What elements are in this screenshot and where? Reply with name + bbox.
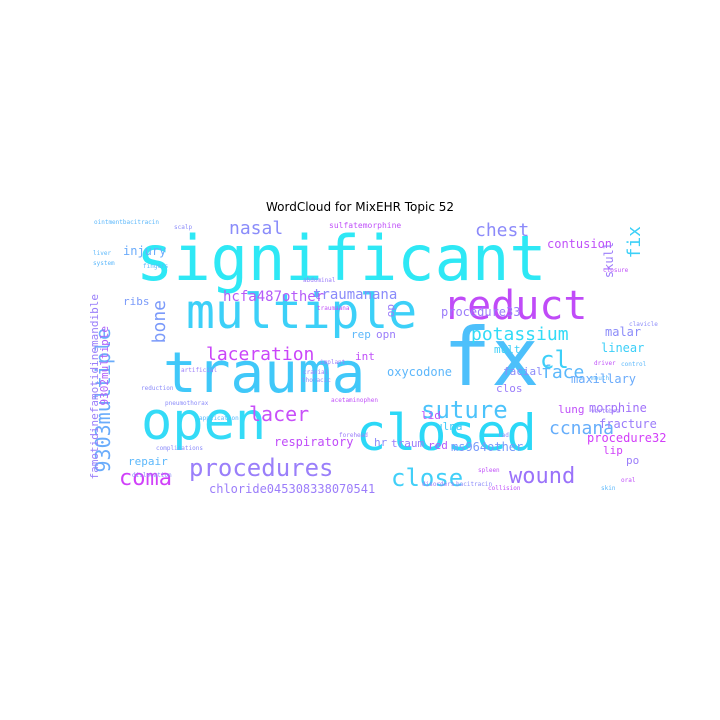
word-traum: traum bbox=[391, 437, 425, 450]
word-linear: linear bbox=[601, 341, 645, 355]
word-laceration: laceration bbox=[206, 344, 315, 365]
word-morphine: morphine bbox=[589, 401, 647, 415]
word-procedures: procedures bbox=[189, 454, 334, 482]
word-artificial: artificial bbox=[181, 367, 218, 374]
word-mult: mult bbox=[494, 343, 521, 356]
word-rep: rep bbox=[351, 328, 371, 341]
word-fracture: fracture bbox=[599, 417, 657, 431]
word-closed: closed bbox=[356, 404, 537, 462]
word-opn: opn bbox=[376, 328, 396, 341]
word-acetaminophen: acetaminophen bbox=[331, 397, 378, 404]
word-control: control bbox=[621, 361, 647, 368]
word-ointmentbacitracin: ointmentbacitracin bbox=[94, 219, 160, 226]
word-procedure33: procedure33 bbox=[441, 305, 521, 319]
word-bone: bone bbox=[149, 300, 170, 344]
word-driver: driver bbox=[594, 360, 616, 367]
word-malar: malar bbox=[605, 325, 642, 339]
word-abdominal: abdominal bbox=[303, 277, 336, 284]
word-collision: collision bbox=[488, 485, 521, 492]
word-respiratory: respiratory bbox=[274, 435, 354, 449]
word-fx: fx bbox=[443, 311, 540, 404]
word-oral: oral bbox=[621, 477, 636, 484]
word-red: red bbox=[428, 439, 448, 452]
word-forehead: forehead bbox=[339, 432, 368, 439]
word-ms964other: ms964other bbox=[451, 440, 524, 454]
word-facial: facial bbox=[503, 365, 543, 378]
word-cloud: significant fx trauma multiple open closed red… bbox=[88, 218, 666, 498]
word-cranial: cranial bbox=[303, 369, 329, 376]
word-nasal: nasal bbox=[229, 218, 284, 239]
word-system: system bbox=[93, 260, 115, 267]
word-ulna: ulna bbox=[436, 420, 463, 433]
word-implant: implant bbox=[320, 359, 346, 366]
word-reduct: reduct bbox=[443, 283, 588, 329]
word-lung: lung bbox=[558, 403, 585, 416]
word-application: application bbox=[199, 415, 239, 422]
word-potassium: potassium bbox=[471, 324, 569, 345]
word-lid: lid bbox=[421, 409, 441, 422]
word-int: int bbox=[355, 350, 375, 363]
word-disorders: disorders bbox=[422, 481, 455, 488]
word-closure: closure bbox=[603, 267, 629, 274]
word-multiple: multiple bbox=[186, 284, 418, 340]
word-chloride045308338070541: chloride045308338070541 bbox=[209, 482, 376, 496]
word-procedure32: procedure32 bbox=[587, 431, 667, 445]
word-op: op bbox=[384, 304, 397, 318]
word-skin: skin bbox=[601, 485, 616, 492]
word-fix: fix bbox=[624, 226, 645, 259]
word-fingers: fingers bbox=[143, 263, 169, 270]
word-wound: wound bbox=[509, 464, 576, 489]
word-maxillary: maxillary bbox=[571, 372, 637, 386]
word-ribs: ribs bbox=[123, 295, 150, 308]
word-clavicle: clavicle bbox=[629, 321, 658, 328]
word-scalp: scalp bbox=[174, 224, 193, 231]
word-significant: significant bbox=[136, 222, 547, 295]
word-rad: rad bbox=[498, 432, 509, 439]
word-suture: suture bbox=[421, 396, 508, 424]
word-mouth: mouth bbox=[591, 375, 610, 382]
word-cl: cl bbox=[540, 346, 569, 374]
word-reduction: reduction bbox=[141, 385, 174, 392]
word-vertebra: vertebra bbox=[591, 408, 620, 415]
word-coma: coma bbox=[119, 466, 172, 491]
word-complications: complications bbox=[156, 445, 203, 452]
word-contusion: contusion bbox=[547, 237, 613, 251]
word-thoracic: thoracic bbox=[302, 377, 331, 384]
word-clos: clos bbox=[496, 382, 523, 395]
word-oxycodone: oxycodone bbox=[387, 365, 453, 379]
word-dislocation: dislocation bbox=[132, 472, 172, 479]
word-9302multiple: 9302multiple bbox=[98, 326, 111, 406]
word-trauma: trauma bbox=[163, 341, 366, 406]
word-liver: liver bbox=[93, 250, 112, 257]
word-injury: injury bbox=[123, 244, 167, 258]
word-pneumothorax: pneumothorax bbox=[165, 400, 209, 407]
word-sulfatemorphine: sulfatemorphine bbox=[329, 221, 402, 230]
word-spleen: spleen bbox=[478, 467, 500, 474]
word-chest: chest bbox=[475, 220, 530, 241]
word-po: po bbox=[626, 454, 640, 467]
word-traumanana: traumanana bbox=[313, 287, 398, 303]
word-hcfa487other: hcfa487other bbox=[223, 289, 325, 305]
word-hr: hr bbox=[374, 436, 388, 449]
word-face: face bbox=[541, 362, 585, 383]
word-bacitracin: bacitracin bbox=[456, 481, 493, 488]
word-ccnana: ccnana bbox=[549, 418, 615, 439]
word-close: close bbox=[391, 464, 464, 492]
word-open: open bbox=[141, 392, 267, 452]
figure-title: WordCloud for MixEHR Topic 52 bbox=[265, 200, 455, 214]
word-lacer: lacer bbox=[249, 402, 310, 426]
word-lip: lip bbox=[603, 444, 623, 457]
word-repair: repair bbox=[128, 455, 168, 468]
word-traumaana: traumaana bbox=[317, 305, 350, 312]
